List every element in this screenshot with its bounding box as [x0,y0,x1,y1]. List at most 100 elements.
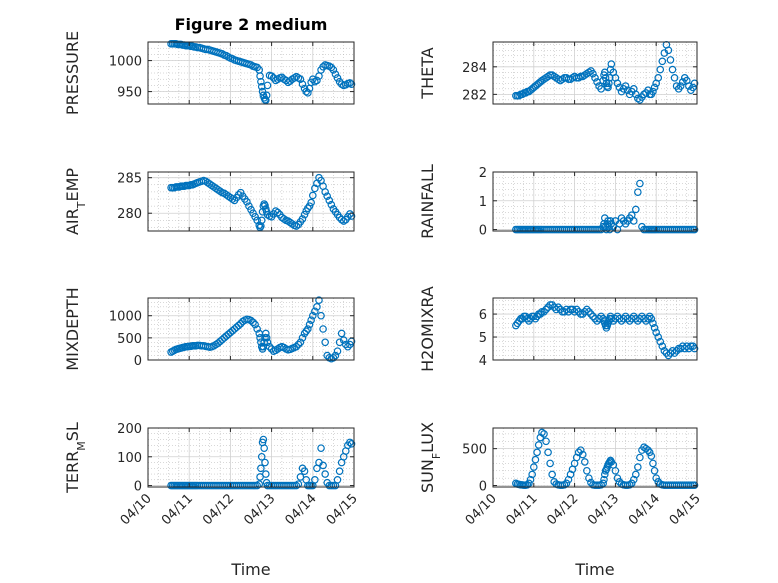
subplot-pressure: 950 1000 PRESSURE [63,31,356,115]
data-point [347,80,356,88]
data-point [529,463,538,471]
data-point [613,79,622,88]
data-point [296,338,305,347]
data-point [261,458,269,467]
y-tick-label: 2 [479,166,487,181]
data-point [652,474,661,482]
data-point [690,225,699,234]
data-point [585,474,593,482]
y-tick-label: 0 [134,354,142,369]
data-point [294,340,303,349]
data-point [607,60,616,68]
data-point [262,96,270,105]
data-point [253,325,261,333]
data-point [305,202,314,210]
subplot-terr-msl: 0 100 200 04/10 04/11 04/12 04/13 04/14 04/15 TER… [63,422,361,528]
data-point [542,305,550,314]
data-point [335,467,344,475]
data-point [600,475,608,484]
y-tick-label: 100 [117,451,142,466]
data-point [666,56,675,64]
data-point [321,338,329,347]
data-point [267,72,276,80]
data-point [216,187,224,195]
y-tick-label: 282 [462,88,487,103]
data-point [313,76,321,85]
y-axis-label: PRESSURE [63,31,82,115]
y-axis-label: AIRTEMP [63,168,88,235]
data-point [654,74,663,82]
data-point [262,470,270,478]
data-point [649,459,657,468]
data-point [333,476,342,484]
y-tick-label: 0 [479,480,487,495]
data-point [546,459,554,468]
data-series [167,40,356,105]
axes-box [492,41,698,105]
y-tick-label: 284 [462,61,487,76]
data-point [304,89,312,97]
data-point [690,481,699,489]
data-point [649,319,657,328]
subplot-rainfall: 0 1 2 RAINFALL [418,164,699,239]
data-point [325,196,334,205]
data-point [640,90,648,99]
data-point [247,316,255,325]
data-point [538,428,546,437]
data-point [313,303,321,311]
data-point [583,305,591,314]
data-point [296,75,305,84]
data-point [540,430,548,438]
subplot-sun-flux: 0 500 04/10 04/11 04/12 04/13 04/14 04/15 SUNFLU… [418,422,704,528]
data-point [583,466,591,475]
data-point [273,208,282,217]
data-series [167,173,356,232]
y-tick-label: 5 [479,331,487,346]
data-point [685,344,693,353]
axes-box [147,297,355,361]
data-point [262,91,271,100]
data-point [672,347,681,355]
data-point [333,74,342,82]
data-series [512,301,699,360]
data-point [531,455,540,464]
data-point [670,74,679,82]
data-point [690,79,699,88]
data-point [339,217,348,225]
data-point [263,81,272,90]
data-point [613,474,622,482]
data-point [251,481,259,490]
x-tick-label: 04/11 [159,491,196,528]
data-point [658,57,667,66]
data-point [346,438,354,447]
data-point [580,458,589,466]
data-point [333,347,342,355]
data-point [262,329,270,338]
data-point [542,437,550,446]
data-point [323,192,332,200]
data-series [512,40,699,104]
subplot-mixdepth: 0 500 1000 MIXDEPTH [63,287,356,371]
data-point [346,210,354,218]
data-point [589,69,597,78]
data-series [512,428,699,489]
data-point [300,467,309,475]
data-point [578,450,587,459]
data-point [331,351,340,360]
data-point [327,481,336,490]
data-point [560,480,569,489]
x-tick-label: 04/14 [283,491,320,528]
data-point [300,210,309,219]
data-point [265,342,274,351]
data-point [311,307,319,316]
data-point [329,353,338,362]
data-point [234,190,243,199]
data-point [307,316,315,324]
data-point [605,74,614,82]
y-tick-label: 500 [117,332,142,347]
data-point [658,342,667,351]
data-point [292,481,301,490]
data-point [257,464,265,473]
x-tick-label: 04/11 [504,491,541,528]
